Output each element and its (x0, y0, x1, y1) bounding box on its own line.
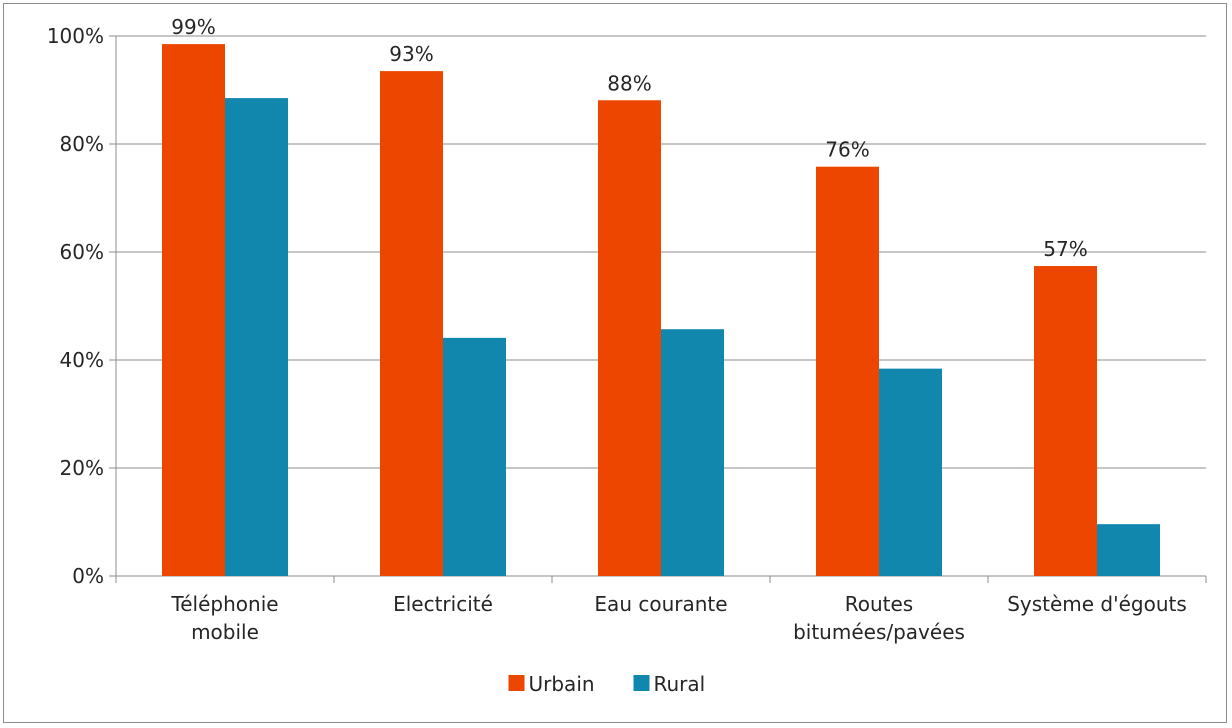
legend-swatch-rural (633, 675, 650, 691)
legend-swatch-urbain (508, 675, 525, 691)
bar-rural (225, 98, 288, 576)
x-category-label: Eau courante (594, 592, 727, 616)
x-category-label: Téléphonie (170, 592, 278, 616)
bar-rural (661, 329, 724, 576)
x-category-label: Electricité (393, 592, 493, 616)
x-category-label: mobile (191, 620, 259, 644)
y-tick-label: 0% (72, 564, 104, 588)
y-tick-label: 40% (60, 348, 104, 372)
y-tick-label: 20% (60, 456, 104, 480)
x-category-label: Système d'égouts (1007, 592, 1187, 616)
y-tick-label: 100% (47, 24, 104, 48)
bar-urbain (816, 166, 879, 576)
bar-rural (879, 368, 942, 576)
y-tick-label: 80% (60, 132, 104, 156)
data-label: 93% (389, 42, 433, 66)
bar-urbain (162, 44, 225, 577)
legend-label-urbain: Urbain (529, 672, 595, 696)
y-tick-label: 60% (60, 240, 104, 264)
bar-urbain (380, 71, 443, 576)
legend-label-rural: Rural (654, 672, 706, 696)
bar-rural (443, 337, 506, 576)
data-label: 57% (1043, 237, 1087, 261)
data-label: 99% (171, 15, 215, 39)
bar-urbain (598, 100, 661, 576)
bar-rural (1097, 524, 1160, 576)
x-category-label: Routes (845, 592, 913, 616)
bar-urbain (1034, 266, 1097, 576)
data-label: 88% (607, 71, 651, 95)
data-label: 76% (825, 138, 869, 162)
x-category-label: bitumées/pavées (793, 620, 965, 644)
